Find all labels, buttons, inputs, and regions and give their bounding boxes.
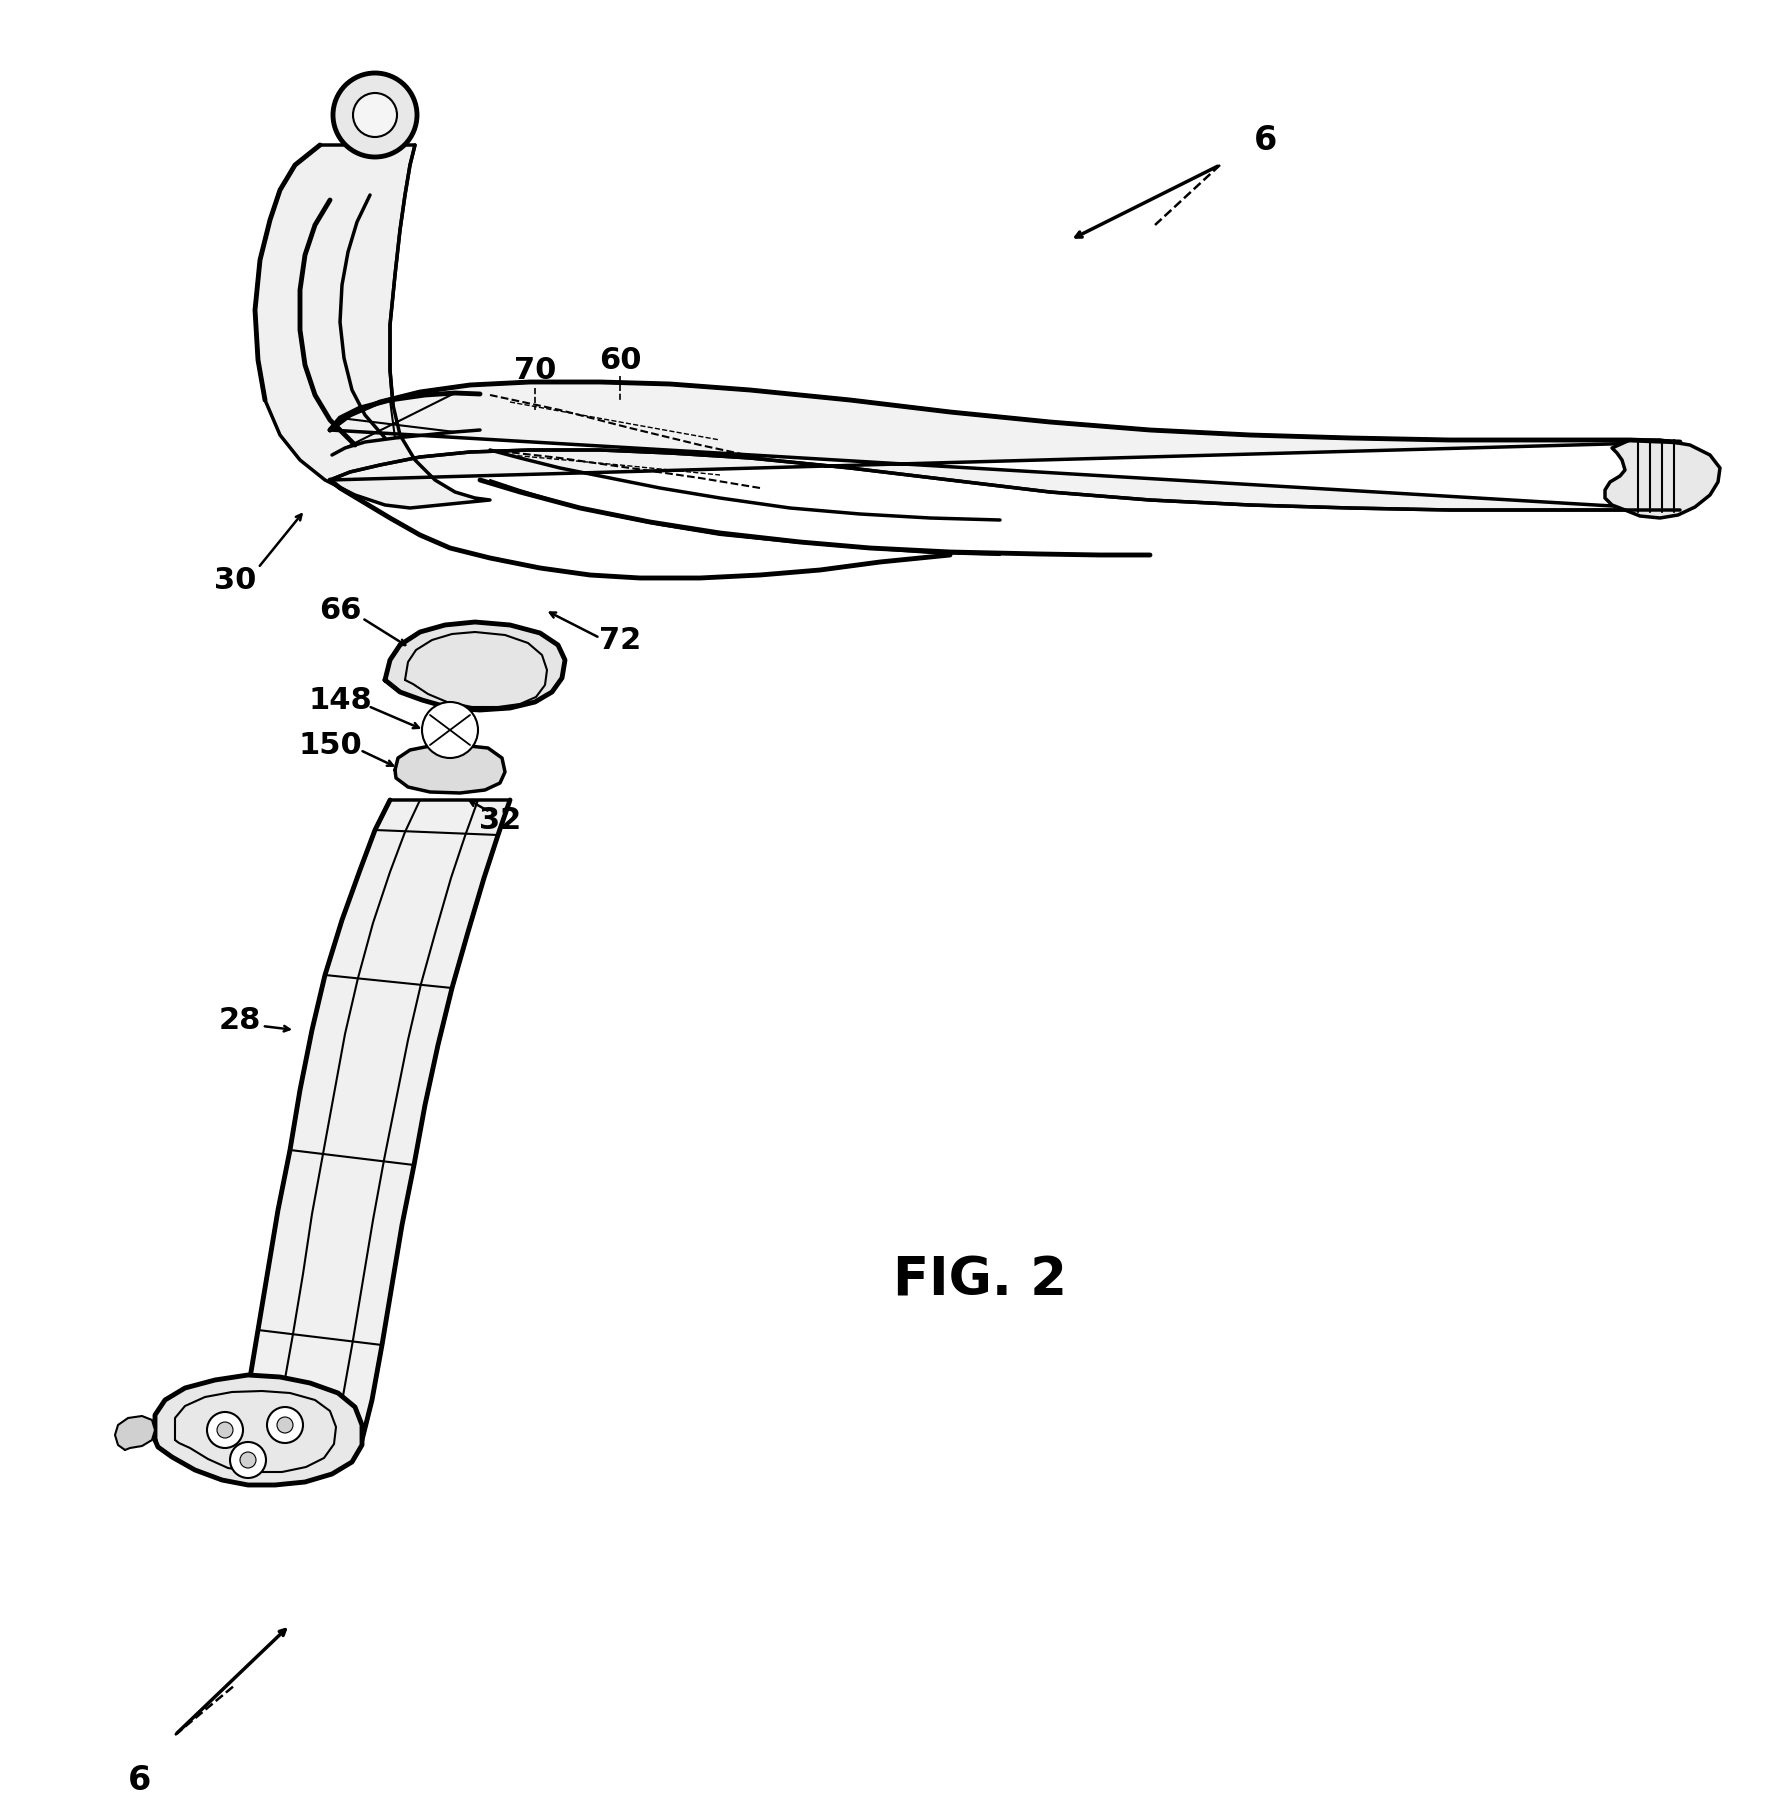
Text: 28: 28 xyxy=(220,1005,261,1034)
Polygon shape xyxy=(330,382,1681,511)
Text: 6: 6 xyxy=(129,1764,152,1797)
Text: 60: 60 xyxy=(598,345,641,374)
Polygon shape xyxy=(114,1415,155,1450)
Circle shape xyxy=(277,1417,293,1434)
Polygon shape xyxy=(1606,440,1720,518)
Polygon shape xyxy=(386,621,564,710)
Text: 72: 72 xyxy=(598,625,641,654)
Circle shape xyxy=(332,73,416,156)
Text: 70: 70 xyxy=(514,356,555,385)
Polygon shape xyxy=(155,1375,363,1484)
Circle shape xyxy=(218,1423,232,1437)
Circle shape xyxy=(266,1406,304,1443)
Text: 32: 32 xyxy=(479,805,522,834)
Text: 66: 66 xyxy=(318,596,361,625)
Text: FIG. 2: FIG. 2 xyxy=(893,1254,1066,1306)
Circle shape xyxy=(207,1412,243,1448)
Circle shape xyxy=(354,93,396,136)
Text: 150: 150 xyxy=(298,730,363,760)
Circle shape xyxy=(421,701,479,758)
Text: 30: 30 xyxy=(214,565,255,594)
Text: 148: 148 xyxy=(309,685,371,714)
Polygon shape xyxy=(395,745,505,792)
Polygon shape xyxy=(255,145,489,509)
Circle shape xyxy=(239,1452,255,1468)
Polygon shape xyxy=(238,799,511,1441)
Text: 6: 6 xyxy=(1254,124,1277,156)
Circle shape xyxy=(230,1443,266,1477)
